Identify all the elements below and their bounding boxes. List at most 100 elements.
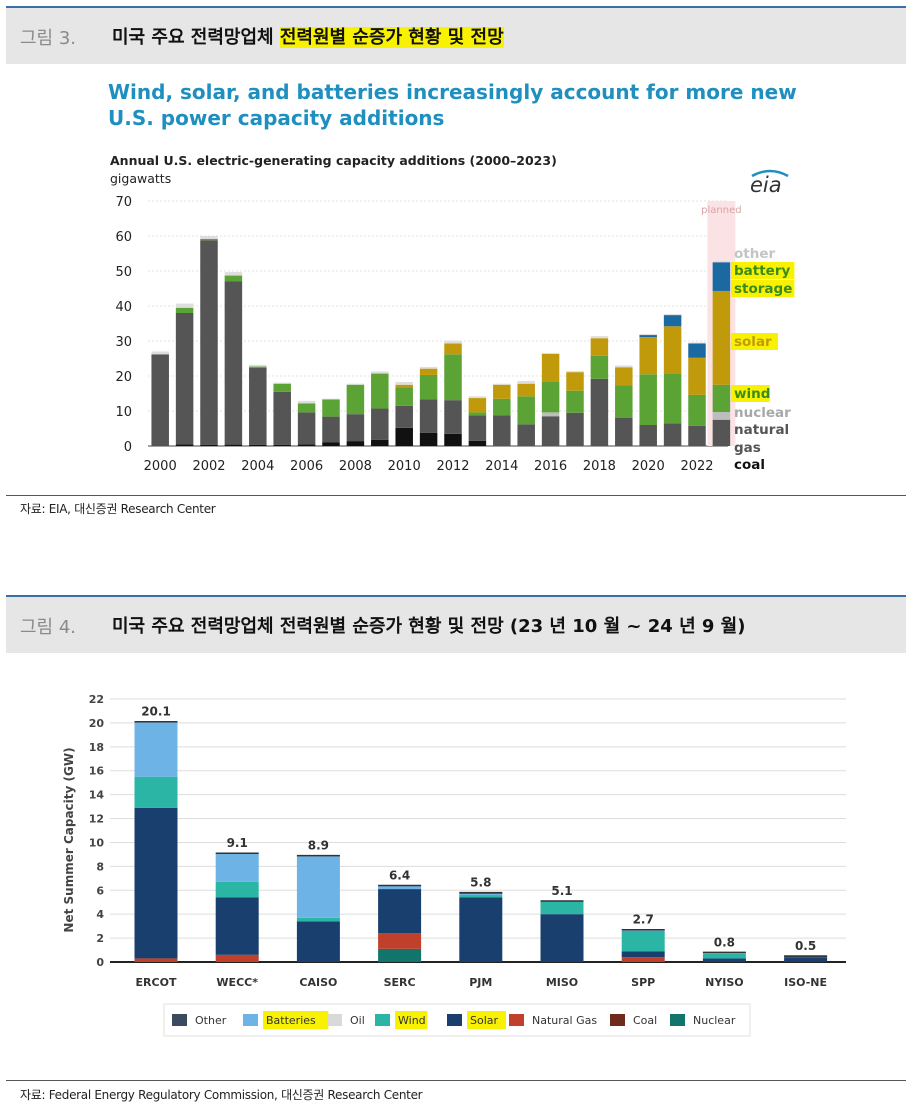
data-label-ercot: 20.1 — [141, 705, 171, 719]
data-label-pjm: 5.8 — [470, 876, 491, 890]
bar-2015-other — [517, 380, 535, 384]
bar-2022-other — [688, 342, 706, 344]
chart2-legend-other: Other — [195, 1014, 227, 1027]
chart2-xtick-label: ERCOT — [136, 976, 177, 989]
data-label-caiso: 8.9 — [308, 839, 329, 853]
bar-2006-coal — [297, 444, 316, 446]
bar-miso-solar — [540, 914, 584, 962]
eia-logo-swoosh-icon — [751, 169, 789, 178]
chart2-ylabel: Net Summer Capacity (GW) — [62, 747, 76, 932]
data-label-serc: 6.4 — [389, 868, 410, 882]
bar-serc-nuclear — [378, 948, 422, 962]
figure-3-title: 미국 주요 전력망업체 전력원별 순증가 현황 및 전망 — [112, 23, 504, 49]
bar-2006-wind — [297, 403, 316, 413]
data-label-nyiso: 0.8 — [714, 935, 735, 949]
bar-2000-natural-gas — [151, 354, 169, 446]
chart1-xtick-label: 2006 — [290, 459, 323, 474]
bar-pjm-wind — [459, 895, 503, 898]
figure-4-header: 그림 4. 미국 주요 전력망업체 전력원별 순증가 현황 및 전망 (23 년… — [6, 595, 906, 653]
bar-2023-natural-gas — [712, 419, 731, 446]
chart1-xtick-label: 2014 — [485, 459, 518, 474]
bar-2004-other — [249, 364, 267, 367]
bar-2013-natural-gas — [468, 415, 487, 441]
bar-2014-wind — [493, 398, 511, 416]
bar-2006-natural-gas — [297, 412, 316, 445]
chart1-legend-solar: solar — [734, 334, 772, 350]
bar-2005-coal — [273, 444, 291, 446]
chart2-legend-swatch-nuclear — [670, 1014, 685, 1026]
bar-caiso-wind — [296, 917, 340, 922]
bar-serc-natural-gas — [378, 933, 422, 949]
bar-2021-solar — [663, 326, 682, 374]
chart1-xtick-label: 2004 — [241, 459, 274, 474]
bar-2016-other — [541, 352, 560, 354]
bar-2009-coal — [371, 439, 389, 446]
bar-2023-wind — [712, 384, 731, 413]
bar-2014-solar — [493, 384, 511, 399]
bar-2016-solar — [541, 353, 560, 382]
bar-2018-natural-gas — [590, 378, 609, 446]
bar-2006-other — [297, 400, 316, 404]
chart1-title: Annual U.S. electric-generating capacity… — [110, 153, 557, 168]
chart1-legend-highlight — [731, 280, 795, 297]
bar-2020-other — [639, 334, 657, 336]
bar-2007-natural-gas — [322, 416, 340, 443]
bar-2000-other — [151, 351, 169, 355]
chart2-legend-highlight — [467, 1011, 506, 1029]
bar-2002-coal — [200, 444, 218, 446]
chart2-ytick-label: 16 — [89, 765, 105, 778]
bar-pjm-solar — [459, 897, 503, 962]
chart2-legend-solar: Solar — [470, 1014, 499, 1027]
chart1-legend-coal: coal — [734, 457, 765, 473]
chart1-legend-gas: gas — [734, 440, 761, 456]
bar-2011-natural-gas — [419, 399, 438, 433]
eia-logo: eia — [750, 173, 782, 197]
bar-miso-wind — [540, 901, 584, 915]
bar-2022-natural-gas — [688, 425, 706, 446]
bar-2020-solar — [639, 337, 657, 375]
bar-wecc-solar — [215, 897, 259, 955]
bar-2011-solar — [419, 368, 438, 375]
bar-2016-nuclear — [541, 412, 560, 417]
bar-serc-solar — [378, 889, 422, 934]
bar-pjm-batteries — [459, 893, 503, 896]
chart2-ytick-label: 0 — [96, 956, 104, 969]
bar-2023-battery-storage — [712, 262, 731, 291]
bar-caiso-solar — [296, 921, 340, 962]
chart1-xtick-label: 2010 — [388, 459, 421, 474]
bar-2020-wind — [639, 374, 657, 425]
bar-2010-other — [395, 381, 413, 385]
bar-2019-other — [615, 365, 633, 368]
bar-ercot-solar — [134, 807, 178, 959]
bar-2012-coal — [444, 433, 462, 446]
bar-2018-other — [590, 336, 609, 339]
chart1-xtick-label: 2022 — [680, 459, 713, 474]
bar-spp-natural-gas — [621, 957, 665, 962]
bar-iso-ne-solar — [784, 957, 828, 962]
chart1-legend-natural: natural — [734, 422, 789, 438]
chart1-ytick-label: 30 — [115, 335, 132, 350]
bar-2023-nuclear — [712, 412, 731, 420]
bar-2008-wind — [346, 384, 365, 415]
bar-2022-solar — [688, 357, 706, 395]
bar-2012-solar — [444, 343, 462, 355]
chart1-xtick-label: 2020 — [632, 459, 665, 474]
data-label-spp: 2.7 — [633, 913, 654, 927]
chart2-xtick-label: MISO — [546, 976, 578, 989]
chart2-legend-highlight — [395, 1011, 428, 1029]
bar-2013-coal — [468, 440, 487, 446]
bar-2003-wind — [224, 275, 243, 282]
bar-2019-natural-gas — [615, 418, 633, 446]
bar-2007-coal — [322, 442, 340, 446]
bar-2001-other — [175, 303, 194, 308]
bar-2021-natural-gas — [663, 423, 682, 446]
bar-2001-natural-gas — [175, 313, 194, 445]
bar-2008-natural-gas — [346, 414, 365, 442]
bar-2004-coal — [249, 444, 267, 446]
chart2-ytick-label: 12 — [89, 813, 104, 826]
chart2-legend-highlight — [263, 1011, 329, 1029]
bar-2004-natural-gas — [249, 367, 267, 445]
chart1-legend-highlight — [731, 333, 778, 350]
chart2-ytick-label: 14 — [89, 789, 105, 802]
chart2-ytick-label: 4 — [96, 908, 104, 921]
